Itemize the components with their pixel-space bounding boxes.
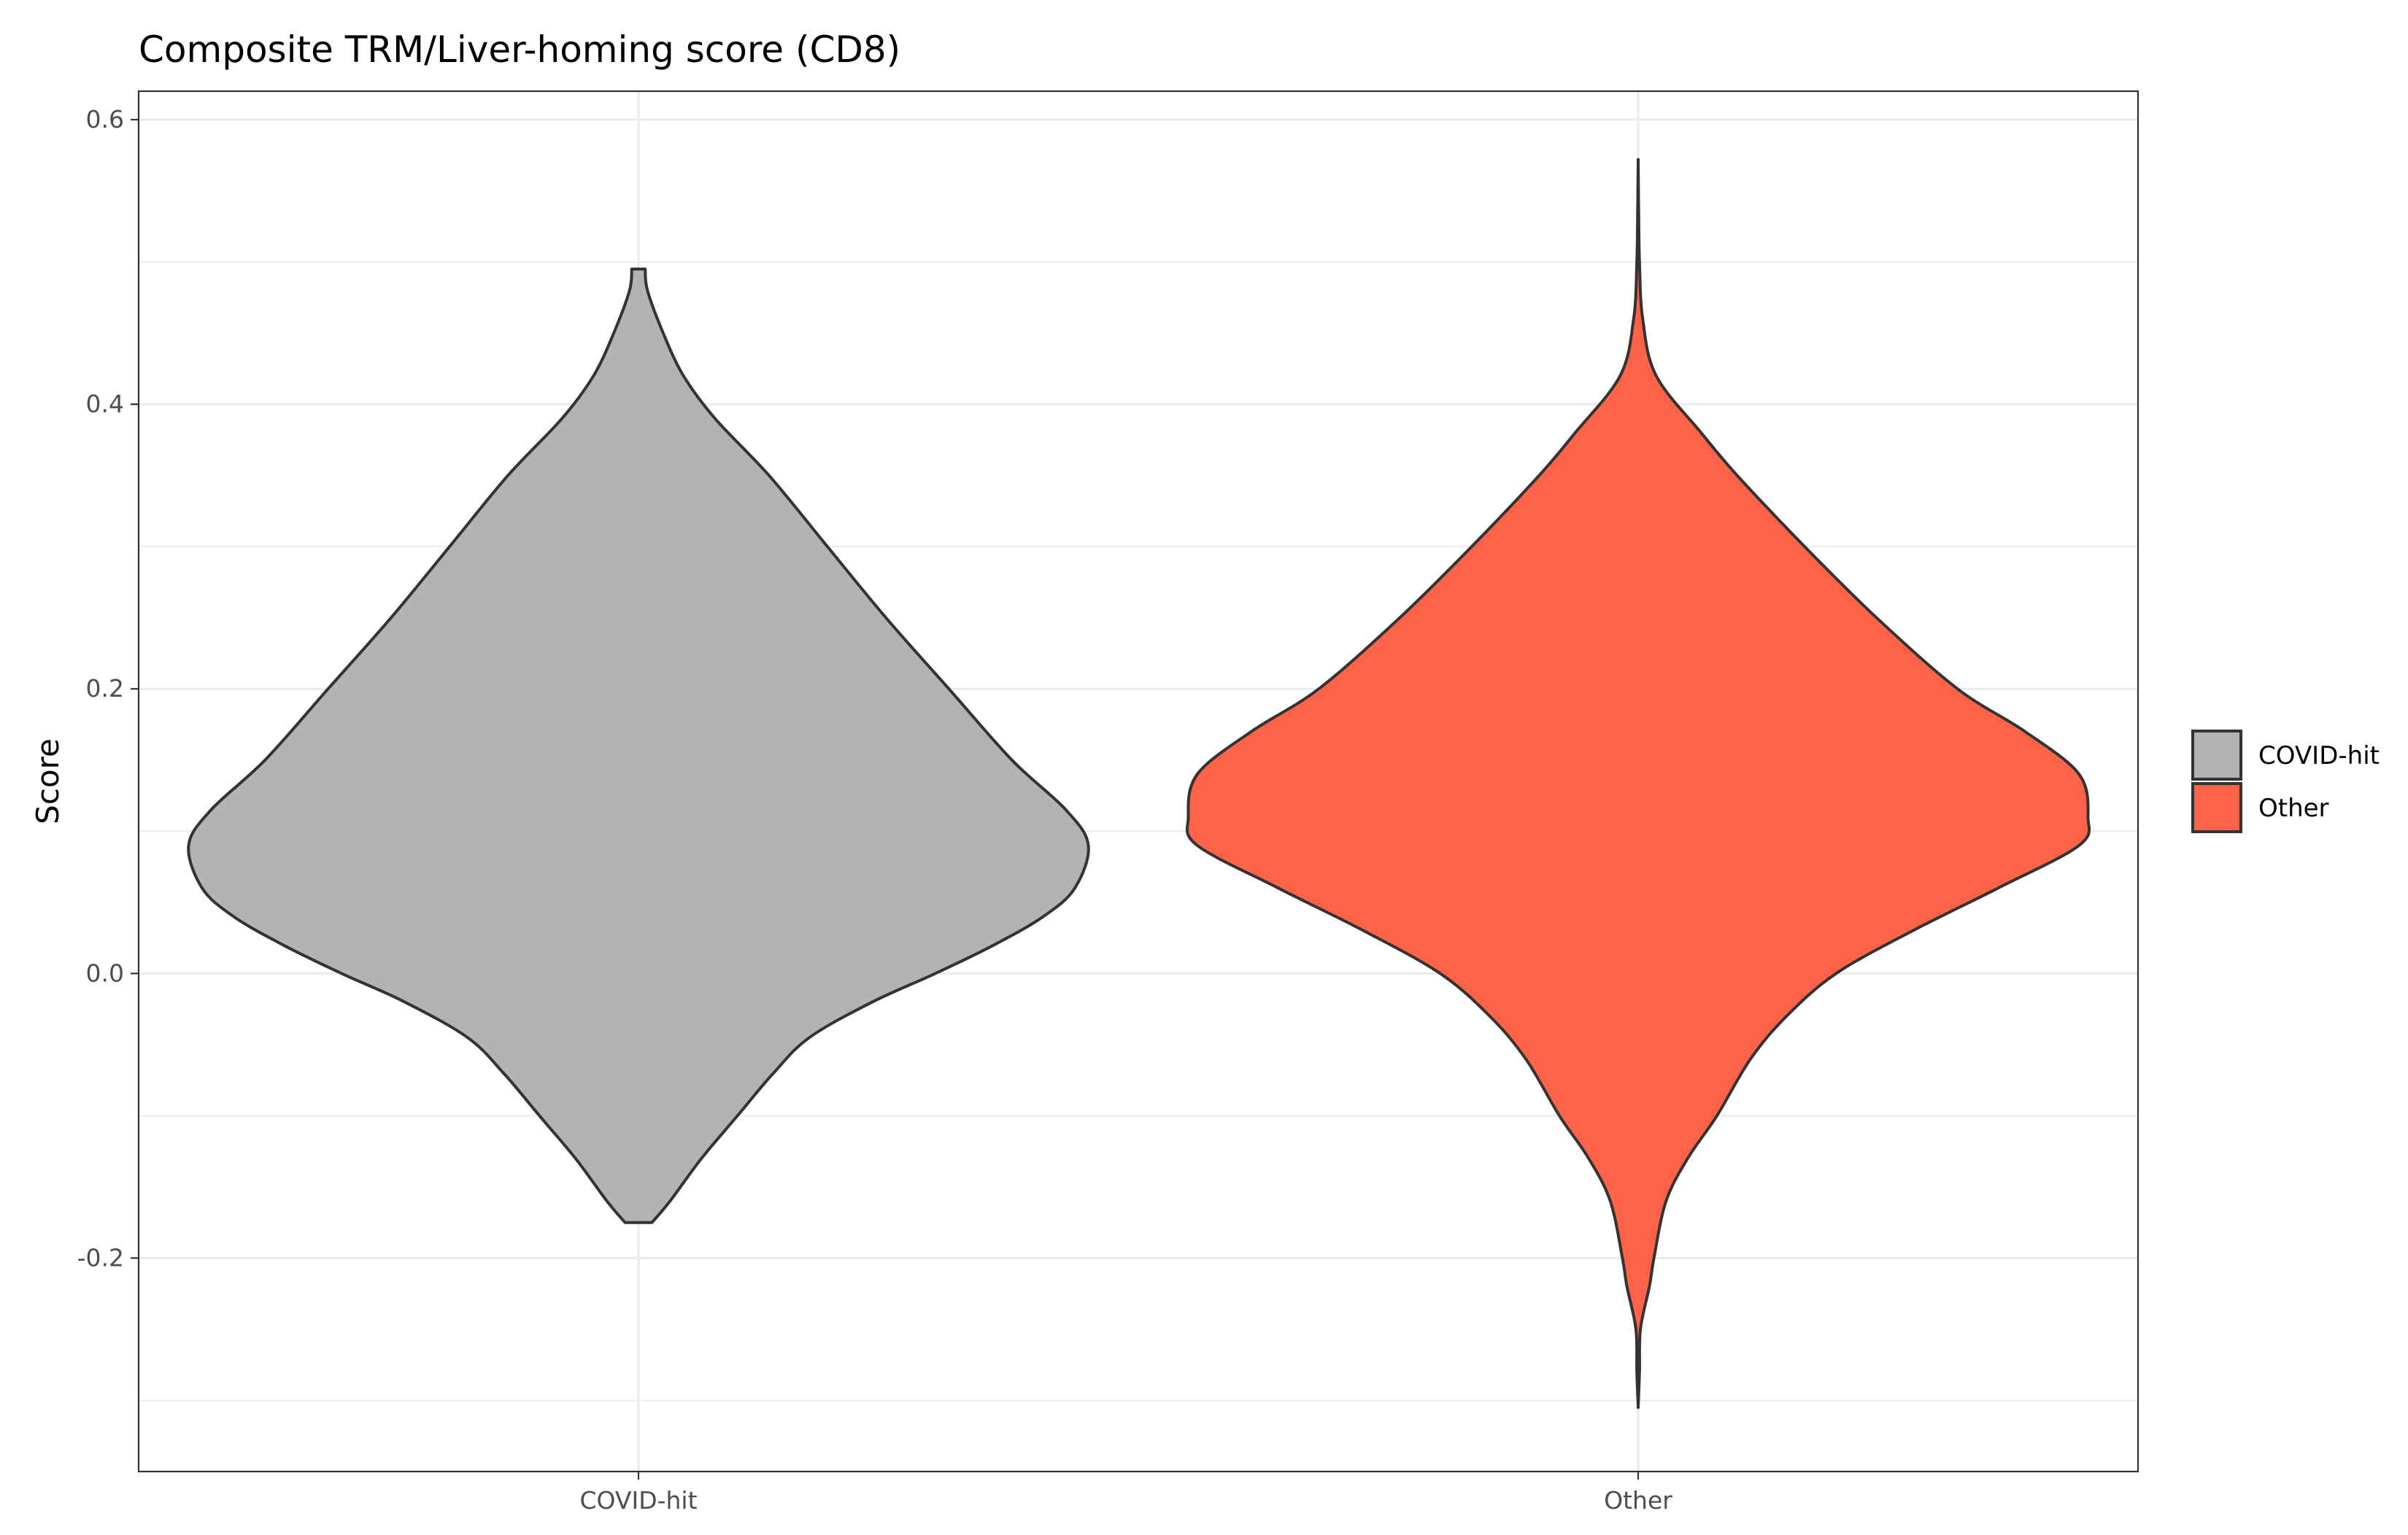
violin-covid-hit [187,267,1090,1224]
y-tick-label: -0.2 [77,1243,124,1272]
legend-key [2191,730,2242,781]
legend-label: COVID-hit [2258,741,2380,770]
y-tick-label: 0.6 [86,105,124,134]
legend-key [2191,782,2242,833]
panel-border [137,90,2139,1473]
y-tick-label: 0.2 [86,674,124,703]
x-tick-label: Other [1604,1486,1672,1515]
violins [187,158,2091,1410]
y-axis-title: Score [30,738,66,824]
legend: COVID-hit Other [2191,730,2380,833]
chart-title: Composite TRM/Liver-homing score (CD8) [139,28,900,71]
plot-panel [137,90,2139,1473]
violin-other [1185,158,2091,1410]
x-axis: COVID-hit Other [579,1472,1672,1515]
y-tick-label: 0.4 [86,390,124,418]
y-axis: -0.2 0.0 0.2 0.4 0.6 [77,105,139,1272]
x-tick-label: COVID-hit [579,1486,697,1515]
legend-label: Other [2258,794,2329,823]
y-tick-label: 0.0 [86,959,124,987]
